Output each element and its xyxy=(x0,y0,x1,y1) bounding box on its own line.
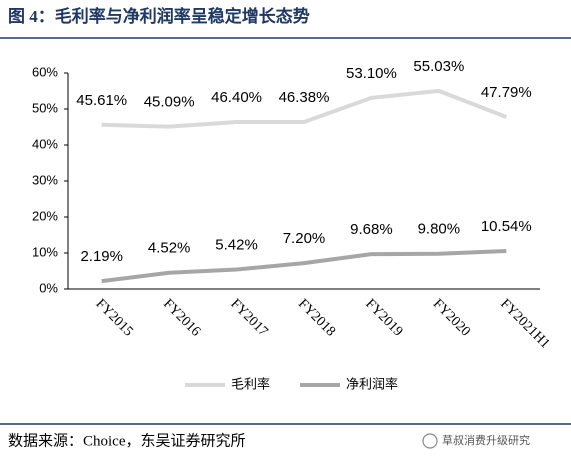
y-tick-label: 40% xyxy=(32,136,58,151)
data-label: 9.80% xyxy=(418,221,461,238)
data-label: 53.10% xyxy=(346,65,397,82)
series-line xyxy=(101,88,508,129)
data-label: 4.52% xyxy=(148,240,191,257)
data-label: 46.38% xyxy=(279,89,330,106)
y-tick-label: 60% xyxy=(32,64,58,79)
watermark-icon xyxy=(422,433,438,449)
data-label: 10.54% xyxy=(481,218,532,235)
legend-label: 净利润率 xyxy=(346,376,398,391)
y-tick-label: 20% xyxy=(32,208,58,223)
data-label: 7.20% xyxy=(283,230,326,247)
watermark: 草叔消费升级研究 xyxy=(442,433,530,447)
x-tick-label: FY2015 xyxy=(93,296,136,339)
x-tick-label: FY2016 xyxy=(160,296,203,339)
series-line xyxy=(101,249,507,284)
x-tick-label: FY2021H1 xyxy=(497,296,552,351)
x-tick-label: FY2017 xyxy=(227,296,270,339)
legend-label: 毛利率 xyxy=(231,376,270,391)
chart-title: 图 4：毛利率与净利润率呈稳定增长态势 xyxy=(8,6,310,26)
data-label: 5.42% xyxy=(215,236,258,253)
y-tick-label: 50% xyxy=(32,100,58,115)
data-label: 55.03% xyxy=(413,58,464,75)
y-tick-label: 10% xyxy=(32,244,58,259)
data-label: 45.09% xyxy=(144,94,195,111)
x-tick-label: FY2018 xyxy=(295,296,338,339)
x-tick-label: FY2020 xyxy=(430,296,473,339)
y-tick-label: 30% xyxy=(32,172,58,187)
y-tick-label: 0% xyxy=(39,280,58,295)
data-label: 47.79% xyxy=(481,84,532,101)
data-label: 46.40% xyxy=(211,89,262,106)
data-label: 2.19% xyxy=(80,248,123,265)
x-tick-label: FY2019 xyxy=(362,296,405,339)
source: 数据来源：Choice，东吴证券研究所 xyxy=(8,432,246,449)
data-label: 9.68% xyxy=(350,221,393,238)
data-label: 45.61% xyxy=(76,92,127,109)
